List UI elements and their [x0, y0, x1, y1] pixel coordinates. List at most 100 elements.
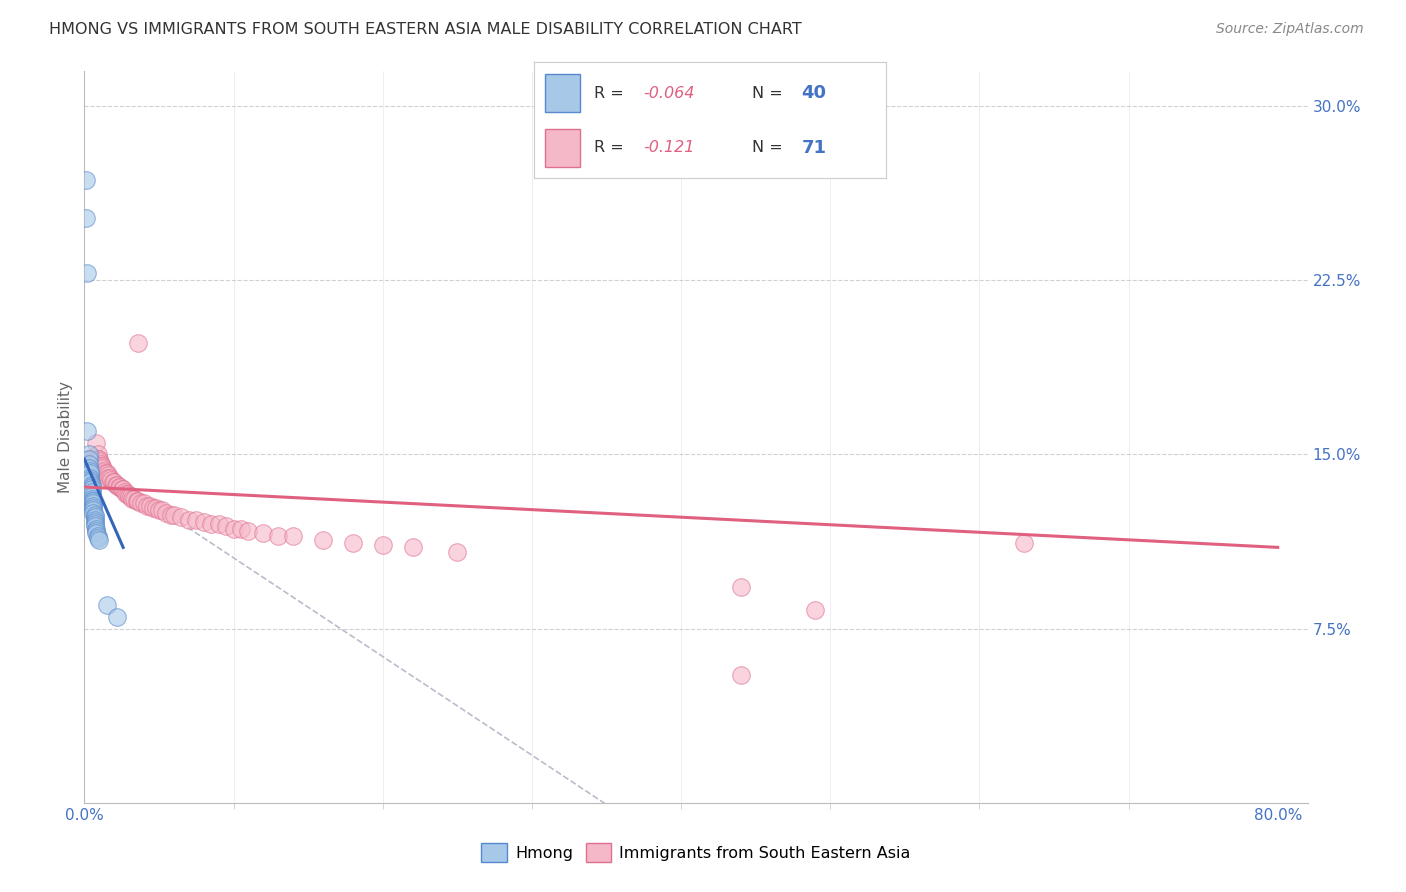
Point — [83, 515, 105, 529]
Point — [97, 471, 120, 485]
Point — [252, 526, 274, 541]
Point — [136, 499, 159, 513]
Point — [105, 610, 128, 624]
Point — [76, 424, 98, 438]
Text: N =: N = — [752, 140, 793, 155]
Point — [76, 266, 98, 280]
Point — [90, 459, 112, 474]
Point — [80, 452, 103, 467]
Point — [77, 448, 100, 462]
Point — [283, 529, 305, 543]
Point — [80, 477, 103, 491]
Point — [215, 519, 238, 533]
Point — [91, 459, 114, 474]
Point — [97, 468, 120, 483]
Y-axis label: Male Disability: Male Disability — [58, 381, 73, 493]
Point — [1012, 535, 1035, 549]
Text: HMONG VS IMMIGRANTS FROM SOUTH EASTERN ASIA MALE DISABILITY CORRELATION CHART: HMONG VS IMMIGRANTS FROM SOUTH EASTERN A… — [49, 22, 801, 37]
Point — [79, 473, 101, 487]
Point — [177, 512, 200, 526]
Point — [150, 503, 173, 517]
Point — [104, 477, 127, 491]
Point — [83, 512, 105, 526]
Point — [80, 494, 103, 508]
Point — [100, 473, 122, 487]
Point — [77, 461, 100, 475]
Point — [401, 541, 423, 555]
Point — [80, 491, 103, 506]
Point — [730, 580, 752, 594]
Point — [103, 475, 125, 490]
Point — [200, 517, 222, 532]
Text: R =: R = — [593, 140, 634, 155]
Point — [83, 517, 105, 532]
Legend: Hmong, Immigrants from South Eastern Asia: Hmong, Immigrants from South Eastern Asi… — [475, 837, 917, 868]
Point — [82, 496, 104, 510]
Point — [75, 173, 97, 187]
Point — [342, 535, 364, 549]
Point — [111, 483, 134, 497]
Point — [93, 464, 115, 478]
Point — [77, 452, 100, 467]
Point — [90, 457, 112, 471]
Point — [163, 508, 186, 522]
Point — [84, 524, 107, 538]
Text: Source: ZipAtlas.com: Source: ZipAtlas.com — [1216, 22, 1364, 37]
Point — [122, 491, 145, 506]
Point — [160, 508, 183, 522]
Point — [87, 448, 110, 462]
Point — [127, 336, 149, 351]
Point — [75, 211, 97, 225]
Point — [118, 489, 141, 503]
Point — [193, 515, 215, 529]
Point — [114, 484, 136, 499]
Point — [115, 487, 138, 501]
Point — [82, 500, 104, 515]
Point — [229, 522, 252, 536]
Point — [89, 533, 111, 548]
Point — [96, 599, 118, 613]
Point — [82, 506, 104, 520]
Point — [84, 526, 107, 541]
Point — [77, 452, 100, 467]
Point — [129, 496, 152, 510]
Point — [89, 454, 111, 468]
Point — [84, 522, 107, 536]
Point — [98, 471, 121, 485]
Point — [79, 464, 101, 478]
Point — [120, 489, 142, 503]
Point — [82, 494, 104, 508]
Point — [79, 466, 101, 480]
Point — [186, 512, 208, 526]
Point — [112, 483, 135, 497]
Point — [312, 533, 335, 548]
Text: N =: N = — [752, 86, 789, 101]
Point — [83, 508, 105, 522]
Text: R =: R = — [593, 86, 628, 101]
Point — [105, 477, 128, 491]
Point — [94, 466, 117, 480]
Point — [170, 510, 193, 524]
Text: -0.121: -0.121 — [644, 140, 695, 155]
Bar — [544, 74, 579, 112]
Point — [142, 500, 165, 515]
Point — [80, 484, 103, 499]
Text: 40: 40 — [801, 84, 827, 103]
Point — [127, 494, 149, 508]
Point — [96, 466, 118, 480]
Point — [91, 461, 114, 475]
Point — [101, 475, 124, 490]
Text: 71: 71 — [801, 138, 827, 157]
Point — [80, 480, 103, 494]
Point — [83, 457, 105, 471]
Point — [145, 500, 167, 515]
Point — [730, 668, 752, 682]
Point — [267, 529, 290, 543]
Bar — [544, 128, 579, 167]
Point — [82, 454, 104, 468]
Point — [83, 519, 105, 533]
Point — [207, 517, 229, 532]
Text: -0.064: -0.064 — [644, 86, 695, 101]
Point — [87, 452, 110, 467]
Point — [132, 496, 155, 510]
